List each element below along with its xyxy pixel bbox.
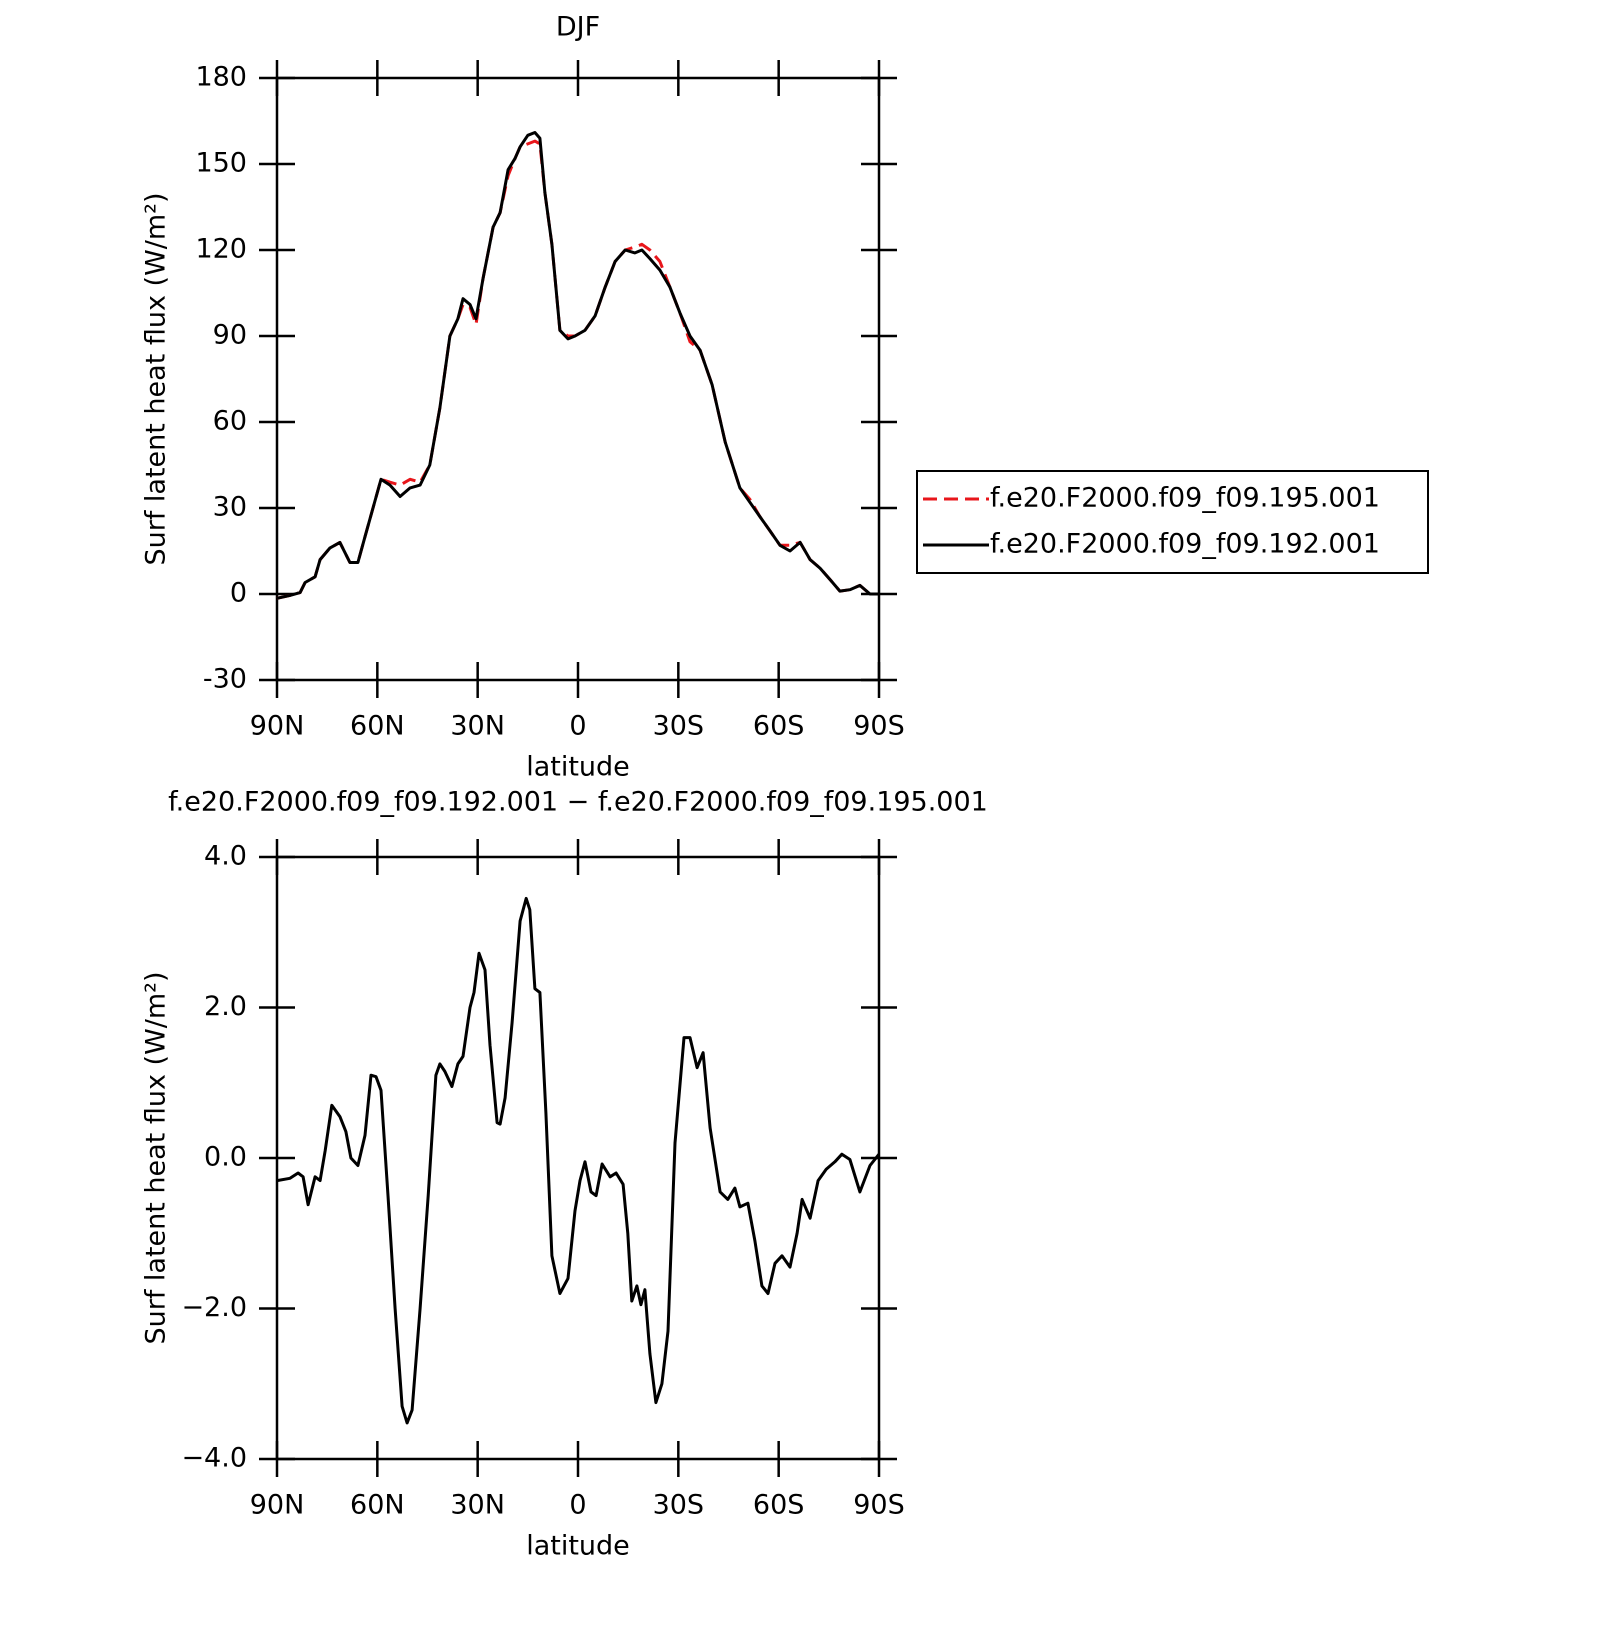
y-tick-label: −4.0	[181, 1443, 247, 1474]
y-tick-label: 60	[213, 406, 247, 437]
y-tick-label: −2.0	[181, 1292, 247, 1323]
y-tick-label: 0.0	[204, 1142, 247, 1173]
y-tick-label: 4.0	[204, 841, 247, 872]
x-tick-label: 60S	[753, 711, 805, 742]
data-line	[276, 131, 879, 600]
plot-frame	[275, 76, 881, 682]
x-tick-label: 90N	[250, 1490, 305, 1521]
x-tick-label: 0	[569, 711, 586, 742]
legend-box	[916, 470, 1429, 574]
y-tick-label: 30	[213, 492, 247, 523]
x-tick-label: 30S	[653, 1490, 705, 1521]
y-tick-label: 150	[195, 148, 247, 179]
x-tick-label: 60N	[350, 711, 405, 742]
legend-label: f.e20.F2000.f09_f09.192.001	[990, 529, 1380, 560]
x-tick-label: 90S	[853, 1490, 905, 1521]
y-axis-label: Surf latent heat flux (W/m²)	[141, 971, 172, 1344]
y-tick-label: 0	[230, 578, 247, 609]
x-axis-label: latitude	[526, 752, 630, 783]
x-tick-label: 30N	[450, 711, 505, 742]
legend-label: f.e20.F2000.f09_f09.195.001	[990, 483, 1380, 514]
x-axis-label: latitude	[526, 1531, 630, 1562]
x-tick-label: 90N	[250, 711, 305, 742]
x-tick-label: 90S	[853, 711, 905, 742]
x-tick-label: 60N	[350, 1490, 405, 1521]
x-tick-label: 30N	[450, 1490, 505, 1521]
x-tick-label: 0	[569, 1490, 586, 1521]
y-tick-label: 120	[195, 234, 247, 265]
y-tick-label: 180	[195, 62, 247, 93]
plot-frame	[275, 855, 881, 1461]
data-line	[276, 896, 881, 1425]
x-tick-label: 30S	[653, 711, 705, 742]
x-tick-label: 60S	[753, 1490, 805, 1521]
chart-title: f.e20.F2000.f09_f09.192.001 − f.e20.F200…	[168, 787, 988, 818]
chart-title: DJF	[556, 12, 600, 43]
y-tick-label: 2.0	[204, 991, 247, 1022]
y-tick-label: -30	[203, 664, 247, 695]
y-tick-label: 90	[213, 320, 247, 351]
y-axis-label: Surf latent heat flux (W/m²)	[141, 192, 172, 565]
